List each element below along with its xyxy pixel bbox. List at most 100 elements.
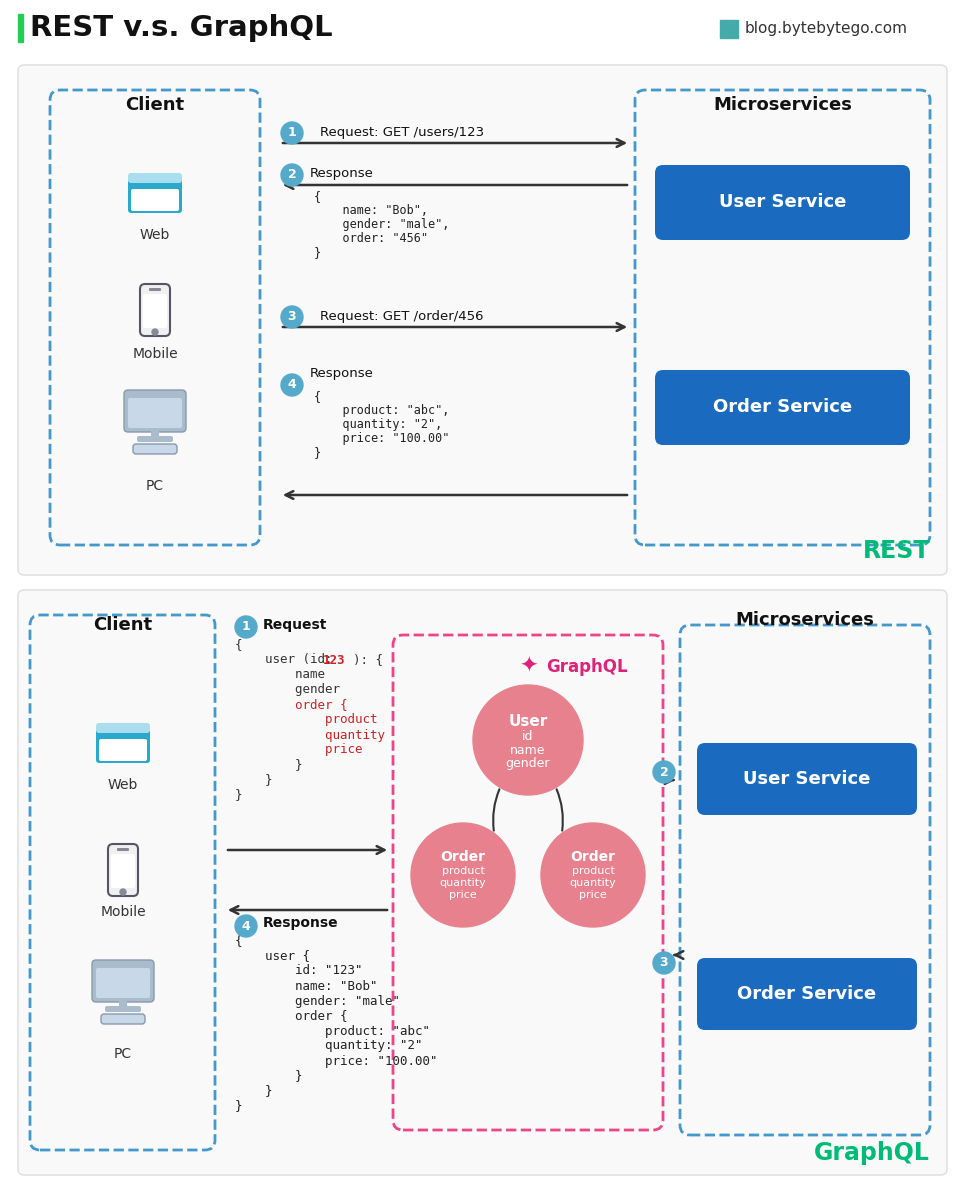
- Text: name: "Bob",: name: "Bob",: [314, 204, 428, 217]
- Text: quantity: "2",: quantity: "2",: [314, 418, 442, 431]
- Text: {: {: [235, 935, 242, 948]
- Text: user {: user {: [235, 949, 310, 962]
- Circle shape: [281, 164, 303, 186]
- Text: quantity: quantity: [569, 878, 617, 888]
- Text: }: }: [235, 788, 242, 802]
- FancyBboxPatch shape: [151, 430, 159, 438]
- FancyBboxPatch shape: [697, 743, 917, 815]
- Text: Order: Order: [570, 850, 616, 864]
- FancyBboxPatch shape: [96, 727, 150, 763]
- Text: price: price: [579, 890, 607, 900]
- Text: gender: "male",: gender: "male",: [314, 218, 450, 230]
- Text: REST v.s. GraphQL: REST v.s. GraphQL: [30, 14, 333, 42]
- Text: GraphQL: GraphQL: [814, 1141, 930, 1165]
- Text: id: "123": id: "123": [235, 965, 363, 978]
- Circle shape: [120, 889, 126, 895]
- Text: product: product: [442, 866, 484, 876]
- Text: PC: PC: [146, 479, 164, 493]
- FancyBboxPatch shape: [124, 390, 186, 432]
- FancyBboxPatch shape: [655, 164, 910, 240]
- FancyBboxPatch shape: [149, 288, 161, 290]
- FancyBboxPatch shape: [18, 590, 947, 1175]
- Text: }: }: [235, 774, 272, 786]
- Text: 123: 123: [323, 654, 345, 666]
- Text: price: price: [449, 890, 477, 900]
- FancyBboxPatch shape: [128, 176, 182, 214]
- FancyBboxPatch shape: [99, 739, 147, 761]
- Circle shape: [653, 761, 675, 782]
- Text: REST: REST: [863, 539, 930, 563]
- Text: {: {: [235, 638, 242, 652]
- Text: order: "456": order: "456": [314, 232, 428, 245]
- Text: user (id:: user (id:: [235, 654, 340, 666]
- Circle shape: [473, 685, 583, 794]
- FancyBboxPatch shape: [111, 854, 135, 888]
- Text: Mobile: Mobile: [132, 347, 178, 361]
- Text: Mobile: Mobile: [100, 905, 146, 919]
- Text: gender: "male": gender: "male": [235, 995, 400, 1008]
- Text: product: "abc": product: "abc": [235, 1025, 430, 1038]
- Text: Order Service: Order Service: [737, 985, 876, 1003]
- Text: Response: Response: [263, 916, 339, 930]
- Text: product: product: [235, 714, 377, 726]
- Circle shape: [235, 914, 257, 937]
- Text: Microservices: Microservices: [735, 611, 874, 629]
- Text: 2: 2: [288, 168, 296, 181]
- Text: 1: 1: [288, 126, 296, 139]
- Text: }: }: [235, 758, 302, 772]
- Text: blog.bytebytego.com: blog.bytebytego.com: [745, 20, 908, 36]
- Text: }: }: [235, 1085, 272, 1098]
- Circle shape: [235, 616, 257, 638]
- Text: quantity: "2": quantity: "2": [235, 1039, 423, 1052]
- Text: Web: Web: [140, 228, 170, 242]
- Text: quantity: quantity: [235, 728, 385, 742]
- Text: Order: Order: [440, 850, 485, 864]
- Text: Microservices: Microservices: [713, 96, 852, 114]
- Text: PC: PC: [114, 1046, 132, 1061]
- Text: User Service: User Service: [719, 193, 846, 211]
- FancyBboxPatch shape: [101, 1014, 145, 1024]
- Text: {: {: [314, 390, 321, 403]
- Circle shape: [152, 329, 158, 335]
- Text: 4: 4: [241, 919, 250, 932]
- Text: order {: order {: [235, 1009, 347, 1022]
- Text: price: price: [235, 744, 363, 756]
- Text: }: }: [314, 446, 321, 458]
- FancyBboxPatch shape: [96, 722, 150, 733]
- FancyBboxPatch shape: [128, 398, 182, 428]
- FancyBboxPatch shape: [131, 188, 179, 211]
- Text: User Service: User Service: [743, 770, 870, 788]
- Text: 3: 3: [660, 956, 669, 970]
- FancyBboxPatch shape: [18, 65, 947, 575]
- Text: id: id: [522, 731, 534, 744]
- FancyBboxPatch shape: [92, 960, 154, 1002]
- Text: gender: gender: [506, 757, 550, 770]
- Bar: [18, 14, 23, 42]
- Text: name: name: [510, 744, 546, 756]
- Text: User: User: [509, 714, 547, 730]
- FancyBboxPatch shape: [105, 1006, 141, 1012]
- FancyBboxPatch shape: [137, 436, 173, 442]
- Text: 2: 2: [660, 766, 669, 779]
- Circle shape: [541, 823, 645, 926]
- FancyBboxPatch shape: [133, 444, 177, 454]
- FancyBboxPatch shape: [96, 968, 150, 998]
- Text: Request: GET /order/456: Request: GET /order/456: [320, 310, 483, 323]
- FancyBboxPatch shape: [143, 294, 167, 328]
- Circle shape: [281, 374, 303, 396]
- Text: GraphQL: GraphQL: [546, 658, 627, 676]
- Text: }: }: [235, 1099, 242, 1112]
- Text: Request: Request: [263, 618, 327, 632]
- Text: name: "Bob": name: "Bob": [235, 979, 377, 992]
- Text: {: {: [314, 190, 321, 203]
- Text: price: "100.00": price: "100.00": [235, 1055, 437, 1068]
- Text: Response: Response: [310, 167, 373, 180]
- Text: }: }: [235, 1069, 302, 1082]
- Text: Order Service: Order Service: [713, 398, 852, 416]
- Text: order {: order {: [235, 698, 347, 712]
- Text: }: }: [314, 246, 321, 259]
- Text: Web: Web: [108, 778, 138, 792]
- Text: gender: gender: [235, 684, 340, 696]
- FancyBboxPatch shape: [128, 173, 182, 182]
- Text: product: product: [571, 866, 615, 876]
